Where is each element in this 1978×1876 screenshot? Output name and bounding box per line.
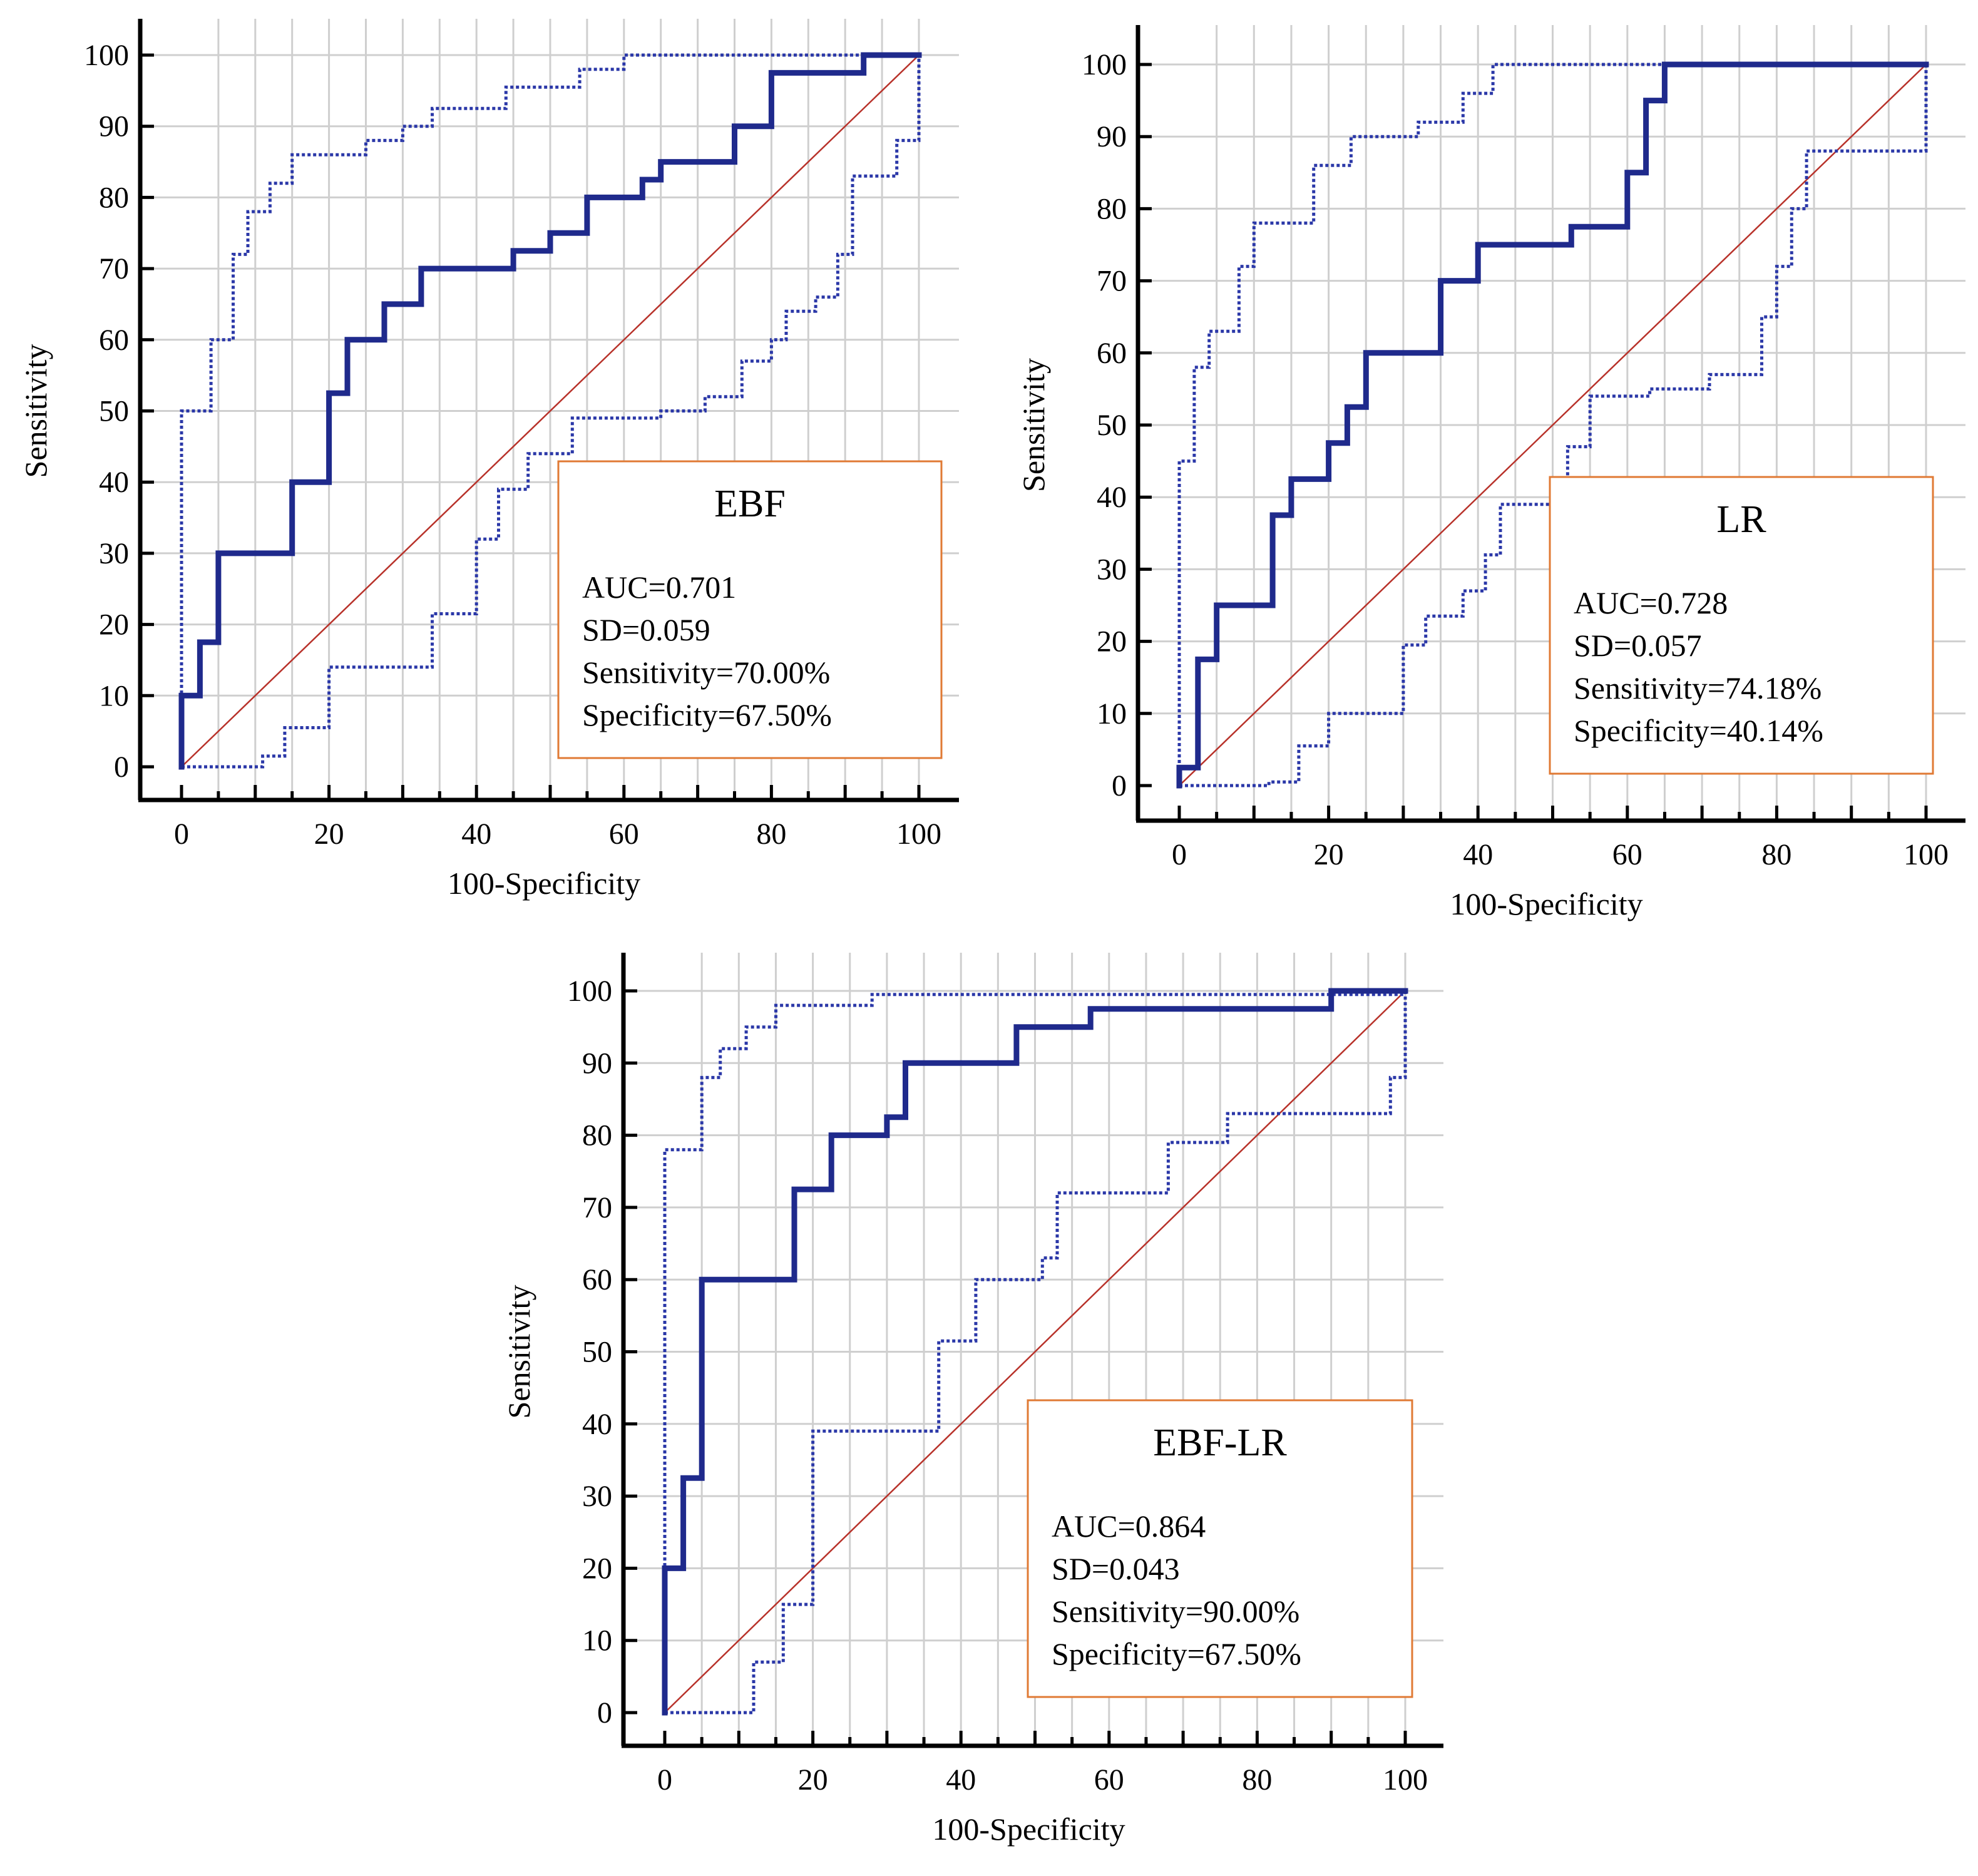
stats-box-border [1027, 1399, 1413, 1698]
x-axis-title: 100-Specificity [1450, 886, 1642, 921]
stat-line: Specificity=67.50% [1052, 1636, 1301, 1671]
x-tick-label: 80 [1761, 838, 1791, 871]
y-tick-label: 30 [1097, 553, 1127, 586]
y-tick-label: 10 [1097, 697, 1127, 730]
y-tick-label: 30 [582, 1480, 612, 1513]
roc-ci-lower-series [182, 55, 921, 769]
x-tick-label: 0 [657, 1763, 672, 1797]
y-tick-label: 50 [99, 395, 129, 428]
y-tick-label: 70 [1097, 265, 1127, 298]
stat-line: SD=0.059 [582, 612, 710, 647]
roc-ci-upper-series [1177, 63, 1926, 786]
model-title: EBF-LR [1153, 1422, 1287, 1464]
stats-box: LR AUC=0.728 SD=0.057 Sensitivity=74.18% Spe… [1549, 476, 1934, 775]
roc-ci-upper-series [180, 53, 919, 767]
x-tick-label: 40 [946, 1763, 976, 1797]
roc-curve-series [662, 988, 1408, 1716]
x-tick-label: 80 [1242, 1763, 1272, 1797]
y-tick-label: 100 [1082, 48, 1127, 81]
stat-line: Sensitivity=90.00% [1052, 1594, 1299, 1629]
diagonal-reference-line [1179, 64, 1927, 786]
y-tick-label: 0 [597, 1696, 612, 1730]
y-tick-label: 50 [1097, 409, 1127, 442]
x-tick-label: 60 [1094, 1763, 1124, 1797]
y-axis-title: Sensitivity [18, 344, 53, 478]
x-tick-label: 40 [1463, 838, 1493, 871]
x-tick-label: 100 [896, 818, 941, 851]
y-axis-title: Sensitivity [501, 1285, 536, 1419]
y-tick-label: 10 [99, 679, 129, 712]
y-tick-label: 80 [99, 181, 129, 214]
y-tick-label: 0 [1112, 769, 1127, 802]
stats-box: EBF AUC=0.701 SD=0.059 Sensitivity=70.00% Sp… [557, 460, 943, 759]
roc-panel-ebf-lr: 0 10 20 30 40 50 60 70 80 90 100 0 20 40 60 80 100 100-Sp… [501, 953, 1443, 1847]
x-tick-label: 80 [756, 818, 786, 851]
roc-panel-lr: 0 10 20 30 40 50 60 70 80 90 100 0 20 40 60 80 100 100-Sp… [1016, 25, 1965, 921]
y-tick-label: 10 [582, 1624, 612, 1658]
stat-line: SD=0.043 [1052, 1551, 1180, 1586]
y-tick-label: 20 [99, 608, 129, 642]
stat-line: Specificity=67.50% [582, 697, 832, 732]
y-tick-label: 40 [99, 466, 129, 499]
x-tick-label: 20 [798, 1763, 828, 1797]
roc-curve-series [1176, 61, 1929, 789]
x-tick-label: 60 [609, 818, 639, 851]
y-tick-label: 80 [1097, 192, 1127, 225]
y-tick-label: 20 [582, 1552, 612, 1585]
y-tick-label: 0 [114, 751, 129, 784]
y-axis-title: Sensitivity [1016, 358, 1051, 492]
roc-ci-upper-series [663, 991, 1407, 1713]
roc-panel-ebf: 0 10 20 30 40 50 60 70 80 90 100 0 20 40 60 80 100 100-Sp… [18, 19, 959, 901]
diagonal-reference-line [664, 990, 1406, 1713]
y-tick-label: 40 [582, 1408, 612, 1441]
stat-line: AUC=0.864 [1052, 1509, 1206, 1544]
x-tick-label: 20 [1314, 838, 1344, 871]
y-tick-label: 100 [567, 975, 612, 1008]
y-tick-label: 60 [1097, 337, 1127, 370]
y-tick-label: 20 [1097, 625, 1127, 659]
x-tick-label: 100 [1383, 1763, 1428, 1797]
roc-curve-series [178, 52, 922, 770]
x-axis-title: 100-Specificity [932, 1812, 1125, 1847]
roc-ci-lower-series [1179, 64, 1928, 787]
diagonal-reference-line [181, 54, 920, 767]
x-axis-title: 100-Specificity [448, 866, 640, 901]
x-tick-label: 0 [1172, 838, 1187, 871]
stat-line: SD=0.057 [1574, 628, 1702, 663]
y-tick-label: 80 [582, 1119, 612, 1152]
y-tick-label: 60 [582, 1263, 612, 1296]
x-tick-label: 100 [1904, 838, 1949, 871]
y-tick-label: 70 [99, 252, 129, 285]
y-tick-label: 100 [84, 39, 129, 72]
y-tick-label: 70 [582, 1191, 612, 1224]
x-tick-label: 0 [174, 818, 189, 851]
y-tick-label: 90 [99, 110, 129, 143]
stat-line: Sensitivity=70.00% [582, 655, 830, 690]
x-tick-label: 40 [461, 818, 491, 851]
stat-line: Sensitivity=74.18% [1574, 670, 1822, 705]
y-tick-label: 50 [582, 1336, 612, 1369]
y-tick-label: 90 [1097, 120, 1127, 153]
model-title: EBF [714, 483, 786, 525]
y-tick-label: 40 [1097, 481, 1127, 514]
x-tick-label: 20 [314, 818, 344, 851]
y-tick-label: 90 [582, 1047, 612, 1080]
stat-line: Specificity=40.14% [1574, 713, 1823, 748]
x-tick-label: 60 [1612, 838, 1642, 871]
stats-box-border [1549, 476, 1934, 775]
stats-box-border [557, 460, 943, 759]
stats-box: EBF-LR AUC=0.864 SD=0.043 Sensitivity=90.00… [1027, 1399, 1413, 1698]
stat-line: AUC=0.701 [582, 570, 736, 605]
stat-line: AUC=0.728 [1574, 585, 1728, 620]
y-tick-label: 60 [99, 324, 129, 357]
model-title: LR [1716, 498, 1766, 541]
y-tick-label: 30 [99, 537, 129, 570]
